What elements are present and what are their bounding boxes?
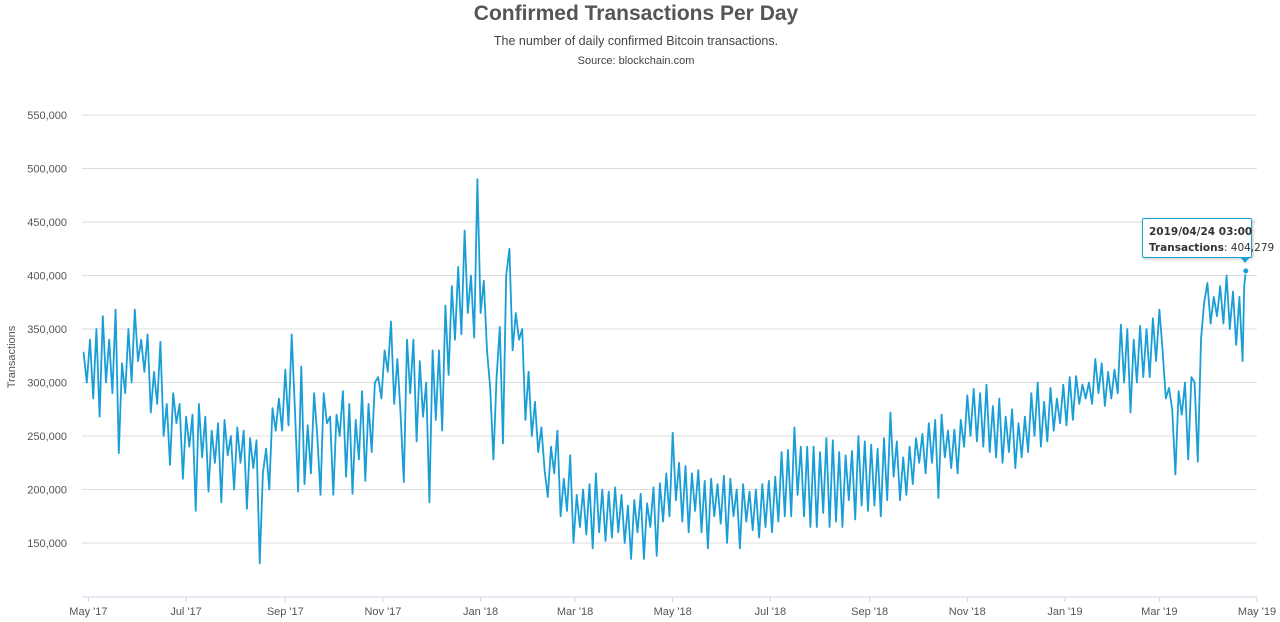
hover-point-marker[interactable] [1242,267,1250,275]
tooltip-separator: : [1223,242,1231,254]
y-tick-label: 150,000 [27,538,67,550]
x-tick-label: May '17 [69,606,107,618]
x-tick-label: Jul '18 [755,606,786,618]
x-tick-label: Nov '17 [364,606,401,618]
y-tick-label: 200,000 [27,485,67,497]
chart-title: Confirmed Transactions Per Day [473,2,799,25]
y-tick-label: 300,000 [27,378,67,390]
y-tick-label: 450,000 [27,217,67,229]
series-transactions[interactable] [82,178,1250,565]
tooltip-pointer [1240,257,1250,263]
x-tick-label: May '19 [1238,606,1276,618]
x-tick-label: Mar '18 [557,606,593,618]
grid-lines [82,114,1257,544]
tooltip-row: Transactions: 404,279 [1149,240,1274,256]
x-tick-label: Mar '19 [1141,606,1177,618]
tooltip-key: Transactions [1149,242,1224,254]
x-tick-label: Jul '17 [170,606,201,618]
x-axis: May '17 Jul '17 Sep '17 Nov '17 Jan '18 Mar '… [69,596,1276,618]
x-tick-label: Nov '18 [949,606,986,618]
x-tick-label: Jan '19 [1047,606,1082,618]
y-tick-label: 400,000 [27,271,67,283]
x-tick-label: Sep '17 [267,606,304,618]
chart-source: Source: blockchain.com [577,55,695,67]
series-line-0[interactable] [82,178,1247,565]
y-tick-label: 250,000 [27,431,67,443]
tooltip-value: 404,279 [1230,242,1275,254]
chart-subtitle: The number of daily confirmed Bitcoin tr… [493,34,779,48]
y-tick-label: 500,000 [27,164,67,176]
y-tick-label: 550,000 [27,110,67,122]
tooltip-date: 2019/04/24 03:00 [1149,226,1253,238]
y-axis: 150,000 200,000 250,000 300,000 350,000 400,0… [27,110,67,550]
x-tick-label: Sep '18 [851,606,888,618]
hover-tooltip: 2019/04/24 03:00 Transactions: 404,279 [1142,218,1274,258]
y-axis-title: Transactions [6,325,18,388]
x-tick-label: May '18 [654,606,692,618]
y-tick-label: 350,000 [27,324,67,336]
x-tick-label: Jan '18 [463,606,498,618]
